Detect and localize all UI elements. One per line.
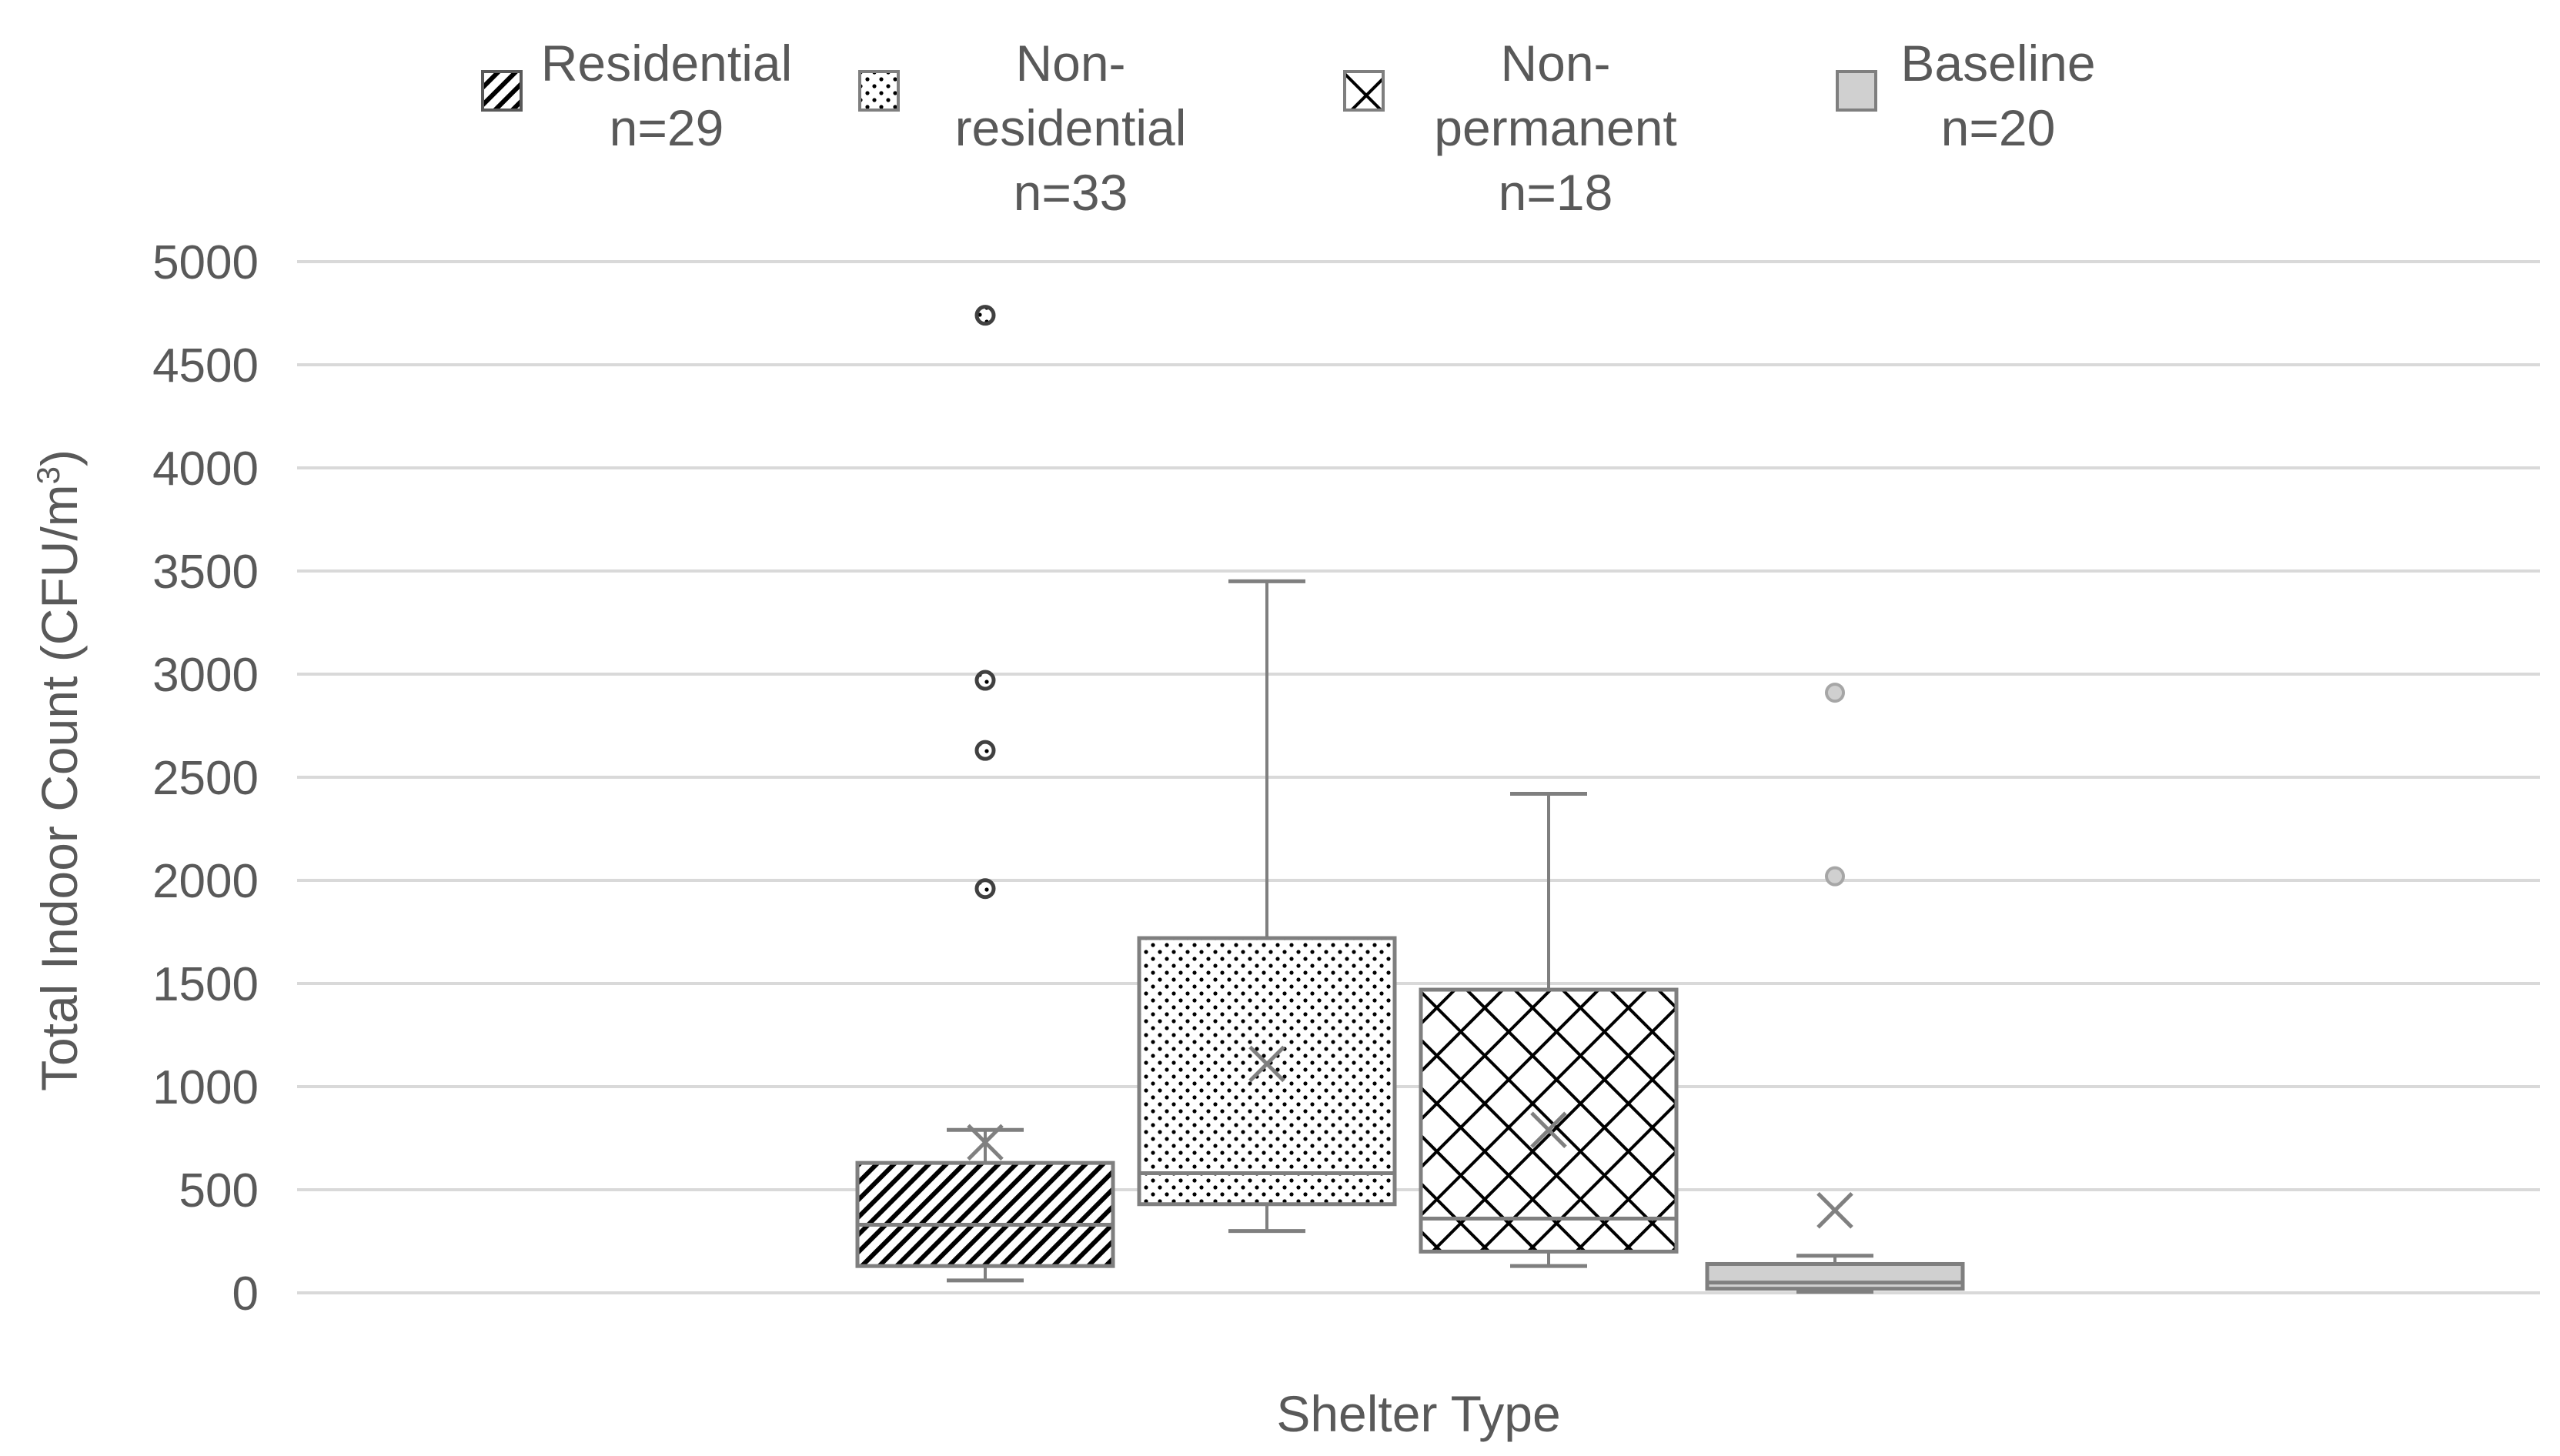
outlier-point[interactable] (974, 305, 996, 326)
legend-n-baseline: n=20 (1940, 99, 2056, 156)
box-baseline (1705, 683, 1965, 1294)
legend-swatch-non-residential (858, 70, 900, 112)
y-axis-title-sup: 3 (30, 466, 66, 484)
box-residential (855, 305, 1115, 1283)
outlier-point[interactable] (974, 878, 996, 900)
box-non-residential (1137, 579, 1397, 1234)
legend-label-residential: Residential (540, 35, 793, 92)
y-tick-label: 5000 (152, 236, 259, 289)
outlier-point[interactable] (1825, 683, 1845, 703)
legend-swatch-non-permanent (1343, 70, 1385, 112)
y-tick-label: 1500 (152, 958, 259, 1011)
legend-n-non-residential: n=33 (1013, 164, 1128, 221)
legend-label-non-residential: Non-residential (954, 35, 1187, 156)
y-tick-label: 2000 (152, 855, 259, 908)
y-axis-title-main: Total Indoor Count (CFU/m (31, 484, 88, 1091)
legend-n-non-permanent: n=18 (1498, 164, 1613, 221)
mean-marker (1248, 1045, 1285, 1083)
y-tick-label: 3500 (152, 546, 259, 599)
legend-n-residential: n=29 (609, 99, 724, 156)
y-tick-label: 0 (232, 1267, 259, 1321)
y-axis-title-end: ) (31, 449, 88, 466)
y-tick-label: 4500 (152, 339, 259, 392)
y-axis-ticks: 0 500 1000 1500 2000 2500 3000 3500 4000 4500 5000 (152, 236, 259, 1321)
box-non-permanent (1419, 791, 1679, 1268)
legend: Residential n=29 Non-residential n=33 No… (0, 31, 2560, 221)
box-iqr[interactable] (855, 1160, 1115, 1268)
y-tick-label: 500 (179, 1164, 259, 1217)
outlier-point[interactable] (1825, 866, 1845, 887)
mean-marker (967, 1124, 1004, 1161)
gridlines (297, 260, 2540, 1294)
x-axis-title: Shelter Type (1276, 1385, 1560, 1442)
y-tick-label: 2500 (152, 752, 259, 805)
mean-marker (1816, 1192, 1853, 1229)
box-iqr[interactable] (1705, 1261, 1965, 1291)
y-tick-label: 1000 (152, 1061, 259, 1114)
outlier-point[interactable] (974, 670, 996, 691)
y-tick-label: 4000 (152, 442, 259, 496)
legend-swatch-residential (481, 70, 523, 112)
box-iqr[interactable] (1419, 987, 1679, 1254)
boxes (855, 305, 1965, 1294)
legend-label-baseline: Baseline (1900, 35, 2096, 92)
legend-swatch-baseline (1836, 70, 1877, 112)
legend-label-non-permanent: Non-permanent (1434, 35, 1677, 156)
mean-marker (1530, 1111, 1567, 1149)
y-axis-title: Total Indoor Count (CFU/m3) (30, 449, 89, 1091)
outlier-point[interactable] (974, 740, 996, 761)
box-iqr[interactable] (1137, 936, 1397, 1207)
y-tick-label: 3000 (152, 649, 259, 702)
